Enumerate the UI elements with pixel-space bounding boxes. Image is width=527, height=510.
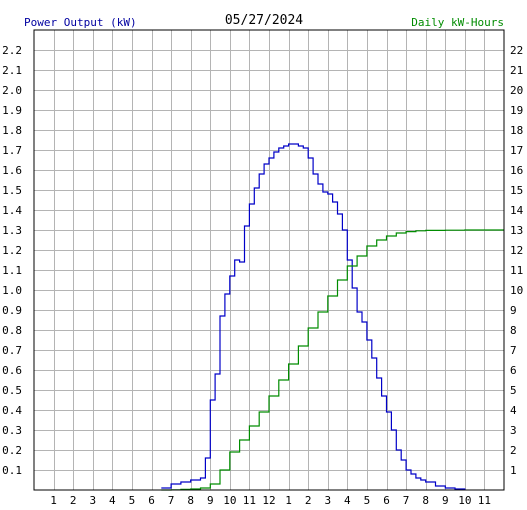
x-tick-label: 1 (285, 494, 292, 507)
left-y-tick-label: 1.6 (2, 164, 22, 177)
left-y-tick-label: 2.2 (2, 44, 22, 57)
left-y-tick-label: 0.4 (2, 404, 22, 417)
x-tick-label: 5 (364, 494, 371, 507)
right-y-tick-label: 12 (510, 244, 523, 257)
right-y-tick-label: 10 (510, 284, 523, 297)
series-layer (161, 143, 504, 491)
right-y-tick-label: 2 (510, 444, 517, 457)
x-tick-label: 11 (478, 494, 491, 507)
left-y-tick-label: 2.1 (2, 64, 22, 77)
right-y-tick-label: 11 (510, 264, 523, 277)
left-y-tick-label: 0.1 (2, 464, 22, 477)
x-tick-label: 6 (383, 494, 390, 507)
left-y-tick-label: 0.7 (2, 344, 22, 357)
plot-border (33, 29, 505, 491)
left-y-tick-label: 1.7 (2, 144, 22, 157)
left-y-tick-label: 0.9 (2, 304, 22, 317)
left-y-tick-label: 1.3 (2, 224, 22, 237)
left-y-tick-label: 2.0 (2, 84, 22, 97)
x-tick-label: 9 (442, 494, 449, 507)
right-y-tick-label: 1 (510, 464, 517, 477)
right-axis-title: Daily kW-Hours (411, 16, 504, 29)
right-y-tick-label: 15 (510, 184, 523, 197)
left-y-tick-label: 0.6 (2, 364, 22, 377)
right-y-tick-label: 5 (510, 384, 517, 397)
right-y-tick-label: 4 (510, 404, 517, 417)
chart-title-date: 05/27/2024 (225, 13, 303, 28)
x-tick-label: 9 (207, 494, 214, 507)
x-tick-label: 3 (324, 494, 331, 507)
x-tick-label: 2 (305, 494, 312, 507)
x-tick-label: 12 (262, 494, 275, 507)
right-y-tick-label: 18 (510, 124, 523, 137)
x-tick-label: 4 (109, 494, 116, 507)
left-y-tick-label: 0.2 (2, 444, 22, 457)
power-series-line (161, 143, 466, 490)
right-y-tick-label: 7 (510, 344, 517, 357)
right-y-tick-label: 22 (510, 44, 523, 57)
energy-series-line (161, 229, 504, 491)
x-tick-label: 3 (89, 494, 96, 507)
left-y-tick-label: 1.8 (2, 124, 22, 137)
right-y-tick-label: 3 (510, 424, 517, 437)
right-y-tick-label: 14 (510, 204, 524, 217)
right-y-tick-label: 8 (510, 324, 517, 337)
x-tick-label: 10 (458, 494, 471, 507)
x-tick-label: 1 (50, 494, 57, 507)
left-y-axis-ticks: 0.1 0.2 0.3 0.4 0.5 0.6 0.7 0.8 0.9 1.0 1.1 1.2 1.3 1… (2, 44, 22, 477)
x-tick-label: 8 (187, 494, 194, 507)
x-tick-label: 7 (168, 494, 175, 507)
left-y-tick-label: 1.4 (2, 204, 22, 217)
x-tick-label: 5 (129, 494, 136, 507)
x-tick-label: 4 (344, 494, 351, 507)
x-tick-label: 7 (403, 494, 410, 507)
x-axis-ticks: 1 2 3 4 5 6 7 8 9 10 11 12 1 2 3 4 5 6 7 8 9 10 11 (50, 494, 491, 507)
left-y-tick-label: 1.1 (2, 264, 22, 277)
grid-lines (34, 30, 504, 490)
x-tick-label: 6 (148, 494, 155, 507)
left-y-tick-label: 0.5 (2, 384, 22, 397)
left-y-tick-label: 1.0 (2, 284, 22, 297)
right-y-tick-label: 9 (510, 304, 517, 317)
right-y-tick-label: 13 (510, 224, 523, 237)
x-tick-label: 8 (422, 494, 429, 507)
left-y-tick-label: 1.5 (2, 184, 22, 197)
right-y-tick-label: 20 (510, 84, 523, 97)
x-tick-label: 2 (70, 494, 77, 507)
x-tick-label: 10 (223, 494, 236, 507)
right-y-tick-label: 16 (510, 164, 523, 177)
left-y-tick-label: 0.3 (2, 424, 22, 437)
right-y-tick-label: 21 (510, 64, 523, 77)
right-y-tick-label: 6 (510, 364, 517, 377)
x-tick-label: 11 (243, 494, 256, 507)
left-axis-title: Power Output (kW) (24, 16, 137, 29)
left-y-tick-label: 0.8 (2, 324, 22, 337)
left-y-tick-label: 1.9 (2, 104, 22, 117)
right-y-tick-label: 19 (510, 104, 523, 117)
right-y-tick-label: 17 (510, 144, 523, 157)
left-y-tick-label: 1.2 (2, 244, 22, 257)
